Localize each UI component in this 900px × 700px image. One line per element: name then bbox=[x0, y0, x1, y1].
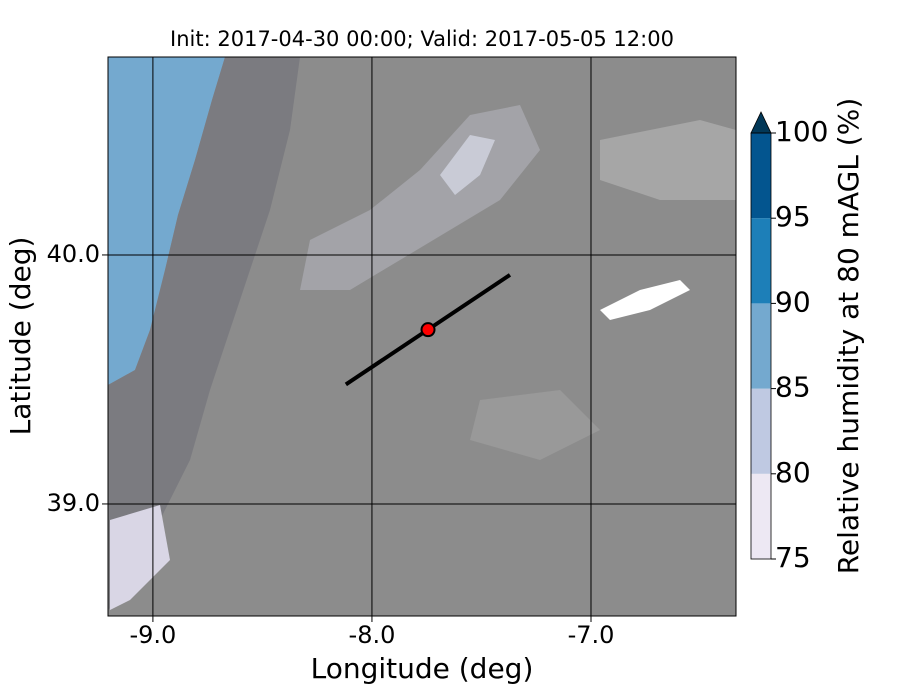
ridge-peak bbox=[440, 135, 495, 195]
highland bbox=[470, 390, 600, 460]
colorbar-frame bbox=[750, 132, 772, 560]
highland bbox=[600, 120, 736, 200]
colorbar-tick-label: 95 bbox=[775, 200, 811, 233]
colorbar-label: Relative humidity at 80 mAGL (%) bbox=[832, 98, 865, 575]
axes-frame bbox=[107, 56, 737, 617]
y-tick-label: 40.0 bbox=[47, 240, 100, 268]
colorbar-segment bbox=[751, 473, 771, 559]
ocean bbox=[108, 57, 225, 385]
colorbar-tick-label: 90 bbox=[775, 285, 811, 318]
colorbar-tick-label: 100 bbox=[775, 115, 828, 148]
colorbar-tick-label: 85 bbox=[775, 371, 811, 404]
colorbar-segment bbox=[751, 388, 771, 474]
colorbar-segment bbox=[751, 303, 771, 389]
x-axis-label: Longitude (deg) bbox=[311, 652, 534, 685]
river bbox=[600, 280, 690, 320]
site-point bbox=[420, 322, 436, 338]
colorbar-segment bbox=[751, 218, 771, 304]
coastal-zone bbox=[108, 57, 300, 610]
humid-patch bbox=[110, 505, 170, 610]
colorbar-segment bbox=[751, 133, 771, 219]
terrain-layer bbox=[108, 57, 736, 616]
colorbar-extend bbox=[750, 111, 772, 134]
x-tick-label: -7.0 bbox=[568, 621, 615, 649]
chart-title: Init: 2017-04-30 00:00; Valid: 2017-05-0… bbox=[170, 27, 674, 51]
y-tick-label: 39.0 bbox=[47, 489, 100, 517]
colorbar-tick-label: 75 bbox=[775, 541, 811, 574]
y-axis-label: Latitude (deg) bbox=[4, 237, 37, 436]
x-tick-label: -8.0 bbox=[349, 621, 396, 649]
colorbar-tick-label: 80 bbox=[775, 456, 811, 489]
x-tick-label: -9.0 bbox=[129, 621, 176, 649]
